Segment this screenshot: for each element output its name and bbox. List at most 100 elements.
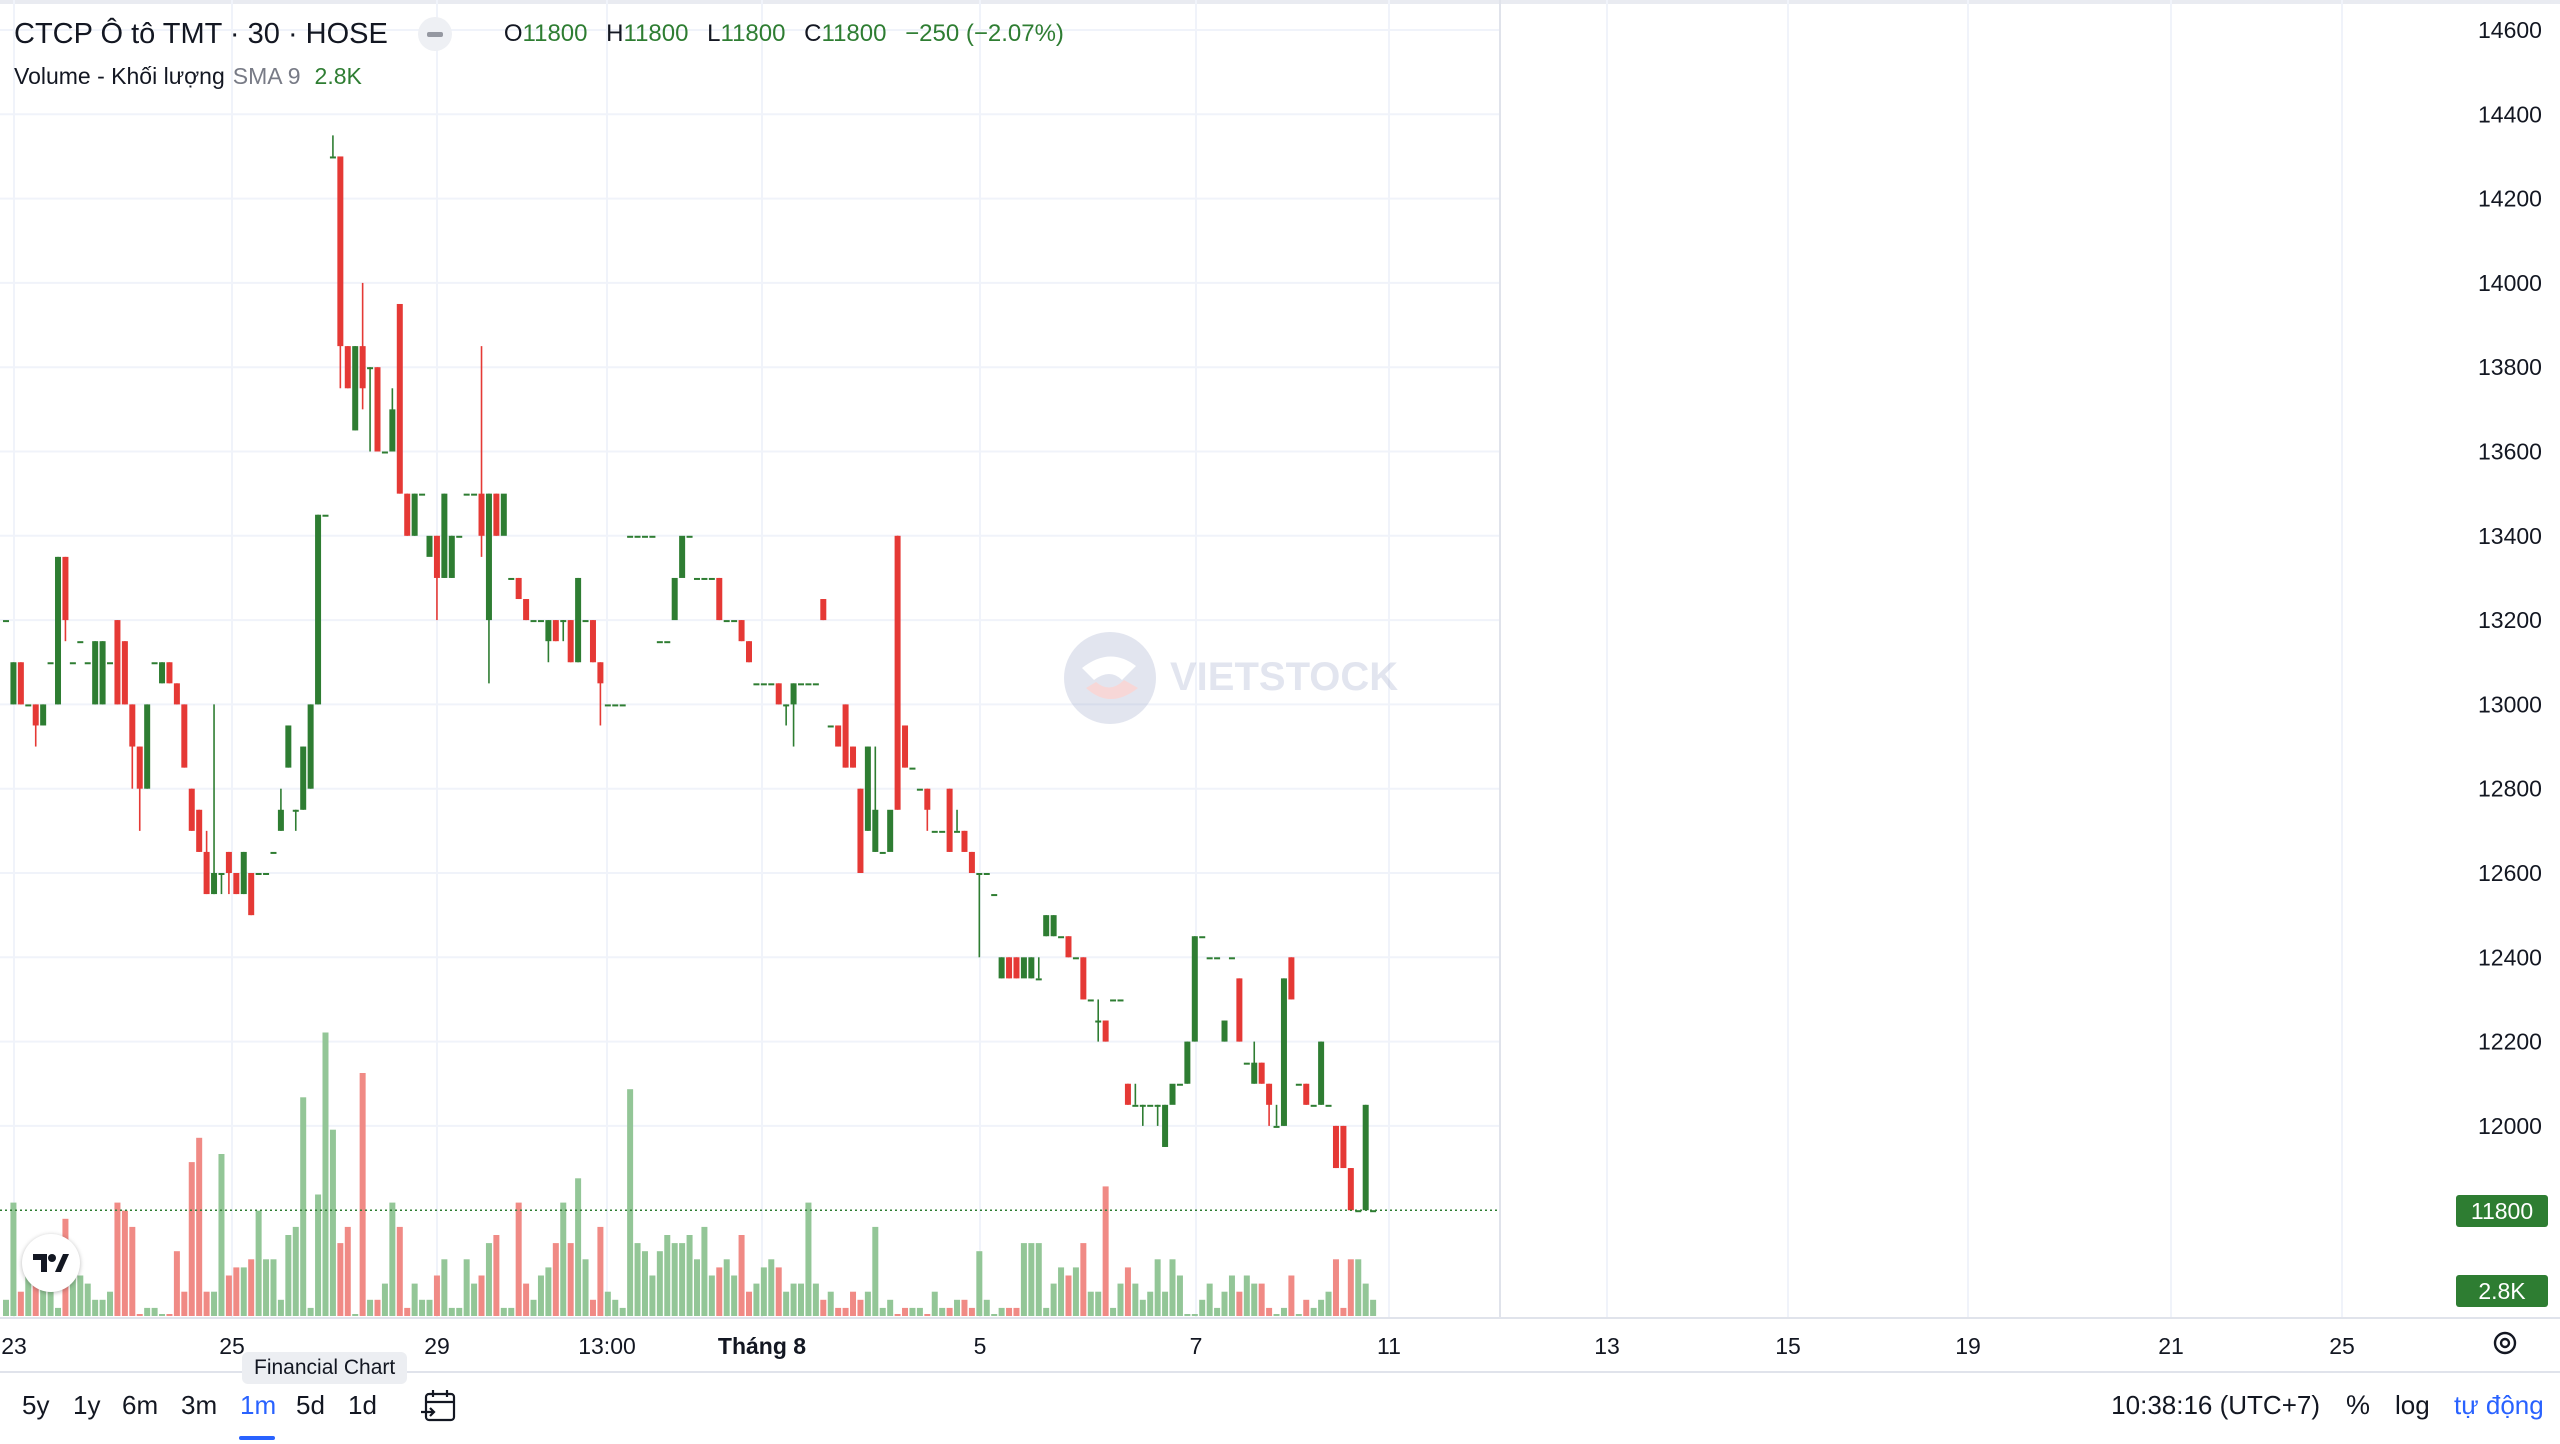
volume-bar [946,1307,953,1316]
range-5y-button[interactable]: 5y [22,1390,50,1420]
volume-bar [1013,1307,1020,1316]
volume-bar [1058,1267,1065,1316]
volume-bar [619,1307,626,1316]
volume-bar [552,1243,559,1316]
candle-body [107,662,114,665]
volume-bar [976,1251,983,1316]
active-range-underline [239,1436,275,1440]
volume-bar [723,1259,730,1316]
time-tick-label: 15 [1775,1333,1801,1359]
range-1d-button[interactable]: 1d [348,1390,377,1420]
volume-bar [1050,1283,1057,1316]
candle-body [1288,957,1295,1000]
volume-bar [285,1235,292,1316]
volume-bar [404,1307,411,1316]
volume-bar [1288,1275,1295,1316]
volume-bar [1154,1259,1161,1316]
candle-body [396,303,403,494]
volume-bar [939,1307,946,1316]
volume-bar [1184,1314,1191,1316]
candle-body [359,346,366,389]
candle-body [62,556,69,621]
volume-bar [567,1243,574,1316]
candle-body [1370,1210,1377,1213]
candle-body [939,830,946,833]
collapse-legend-button[interactable] [417,17,452,51]
candle-body [701,577,708,580]
volume-bar [1332,1259,1339,1316]
range-1m-button[interactable]: 1m [240,1390,277,1420]
tradingview-logo-icon[interactable] [22,1234,80,1292]
volume-bar [240,1267,247,1316]
range-1y-button[interactable]: 1y [73,1390,101,1420]
candle-body [1347,1168,1354,1211]
volume-bar [211,1291,218,1316]
volume-bar [203,1291,210,1316]
time-tick-label: 11 [1377,1333,1401,1359]
candle-body [931,830,938,833]
candle-body [1355,1210,1362,1213]
calendar-goto-icon[interactable] [420,1388,458,1426]
volume-bar [693,1259,700,1316]
candle-body [1162,1104,1169,1147]
candle-body [233,873,240,895]
volume-bar [864,1291,871,1316]
range-3m-button[interactable]: 3m [181,1390,218,1420]
volume-bar [820,1299,827,1316]
candle-body [121,641,128,705]
candle-body [738,620,745,642]
candle-body [92,641,99,705]
volume-bar [1102,1186,1109,1316]
candle-body [485,493,492,621]
volume-bar [931,1291,938,1316]
time-tick-label: 13:00 [578,1333,636,1359]
clock-readout[interactable]: 10:38:16 (UTC+7) [2111,1390,2320,1420]
candle-body [537,620,544,623]
time-tick-label: Tháng 8 [718,1333,806,1359]
volume-bar [1020,1243,1027,1316]
volume-bar [1347,1259,1354,1316]
candle-body [827,725,834,728]
volume-bar [664,1235,671,1316]
gear-icon[interactable] [2490,1328,2520,1358]
volume-bar [560,1202,567,1316]
volume-bar [1236,1291,1243,1316]
candle-body [55,556,62,705]
range-6m-button[interactable]: 6m [122,1390,159,1420]
candle-body [612,704,619,707]
volume-bar [196,1137,203,1316]
time-tick-label: 13 [1594,1333,1620,1359]
volume-bar [121,1210,128,1316]
volume-bar [783,1291,790,1316]
volume-study-title[interactable]: Volume - Khối lượng [14,62,225,89]
range-5d-button[interactable]: 5d [296,1390,325,1420]
price-axis[interactable]: 14600 14400 14200 14000 13800 13600 13400 13200… [1499,0,2542,1318]
symbol-title[interactable]: CTCP Ô tô TMT · 30 · HOSE [14,17,388,50]
log-scale-button[interactable]: log [2395,1390,2430,1420]
price-tick-label: 13800 [2478,354,2542,380]
candle-body [32,704,39,726]
time-axis[interactable]: 23 25 29 13:00 Tháng 8 5 7 11 13 15 19 21 25 [0,1333,2560,1373]
volume-bar [144,1307,151,1316]
candle-body [1206,957,1213,960]
volume-bar [463,1259,470,1316]
volume-bar [3,1299,9,1316]
candle-body [144,704,151,789]
candle-body [255,873,262,875]
candle-body [991,894,998,897]
volume-bar [1280,1307,1287,1316]
volume-bar [248,1259,255,1316]
auto-scale-button[interactable]: tự động [2454,1390,2544,1420]
volume-bar [1080,1243,1087,1316]
candle-body [1072,957,1079,960]
candle-body [1295,1083,1302,1086]
volume-bar [188,1162,195,1316]
candle-body [1043,915,1050,937]
candlestick-chart[interactable]: 14600 14400 14200 14000 13800 13600 13400 13200… [0,0,2560,1374]
price-tick-label: 13600 [2478,439,2542,465]
candle-body [69,662,76,665]
percent-scale-button[interactable]: % [2346,1390,2371,1420]
volume-bar [181,1291,188,1316]
price-tick-label: 12400 [2478,944,2542,970]
volume-sma-value: 2.8K [314,62,362,89]
